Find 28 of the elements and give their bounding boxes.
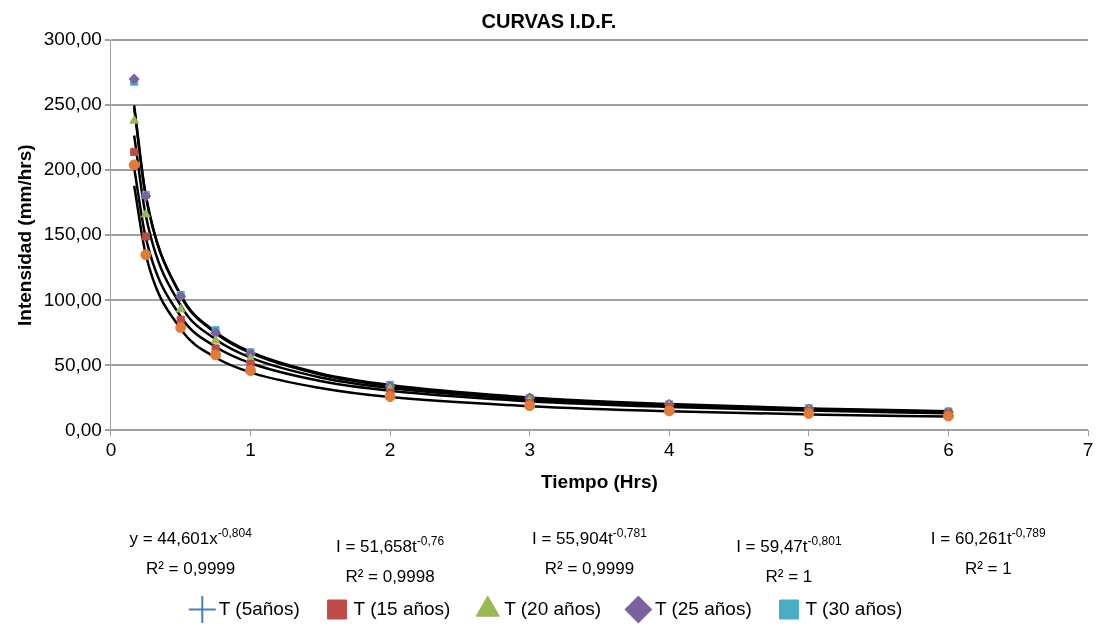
y-tick-label: 0,00 [64, 418, 102, 440]
y-tick-label: 100,00 [43, 288, 102, 310]
x-tick-label: 4 [663, 439, 675, 461]
chart-title: CURVAS I.D.F. [481, 9, 617, 32]
legend-label: T (15 años) [353, 597, 451, 619]
text: y = 44,601x$^{-0,804}$ R² = 0,9999 [129, 526, 252, 579]
legend-label: T (5años) [218, 597, 300, 619]
x-tick-label: 2 [384, 439, 396, 461]
y-tick-label: 150,00 [43, 223, 102, 245]
text: I = 51,658t$^{-0,76}$ R² = 0,9998 [335, 534, 445, 587]
text: I = 59,47t$^{-0,801}$ R² = 1 [736, 534, 842, 587]
x-tick-label: 0 [105, 439, 117, 461]
x-tick-label: 1 [245, 439, 256, 461]
y-tick-label: 50,00 [54, 353, 102, 375]
legend-label: T (20 años) [504, 597, 602, 619]
x-axis-title: Tiempo (Hrs) [541, 470, 658, 492]
y-tick-label: 300,00 [43, 28, 102, 50]
legend-label: T (30 años) [805, 597, 903, 619]
x-tick-label: 5 [803, 439, 815, 461]
text: I = 55,904t$^{-0,781}$ R² = 0,9999 [532, 526, 647, 579]
x-tick-label: 6 [943, 439, 954, 461]
x-tick-label: 7 [1082, 439, 1094, 461]
text: I = 60,261t$^{-0,789}$ R² = 1 [930, 526, 1046, 579]
y-axis-title: Intensidad (mm/hrs) [13, 144, 35, 326]
y-tick-label: 200,00 [43, 158, 102, 180]
y-tick-label: 250,00 [43, 93, 102, 115]
legend-label: T (25 años) [654, 597, 752, 619]
x-tick-label: 3 [524, 439, 535, 461]
